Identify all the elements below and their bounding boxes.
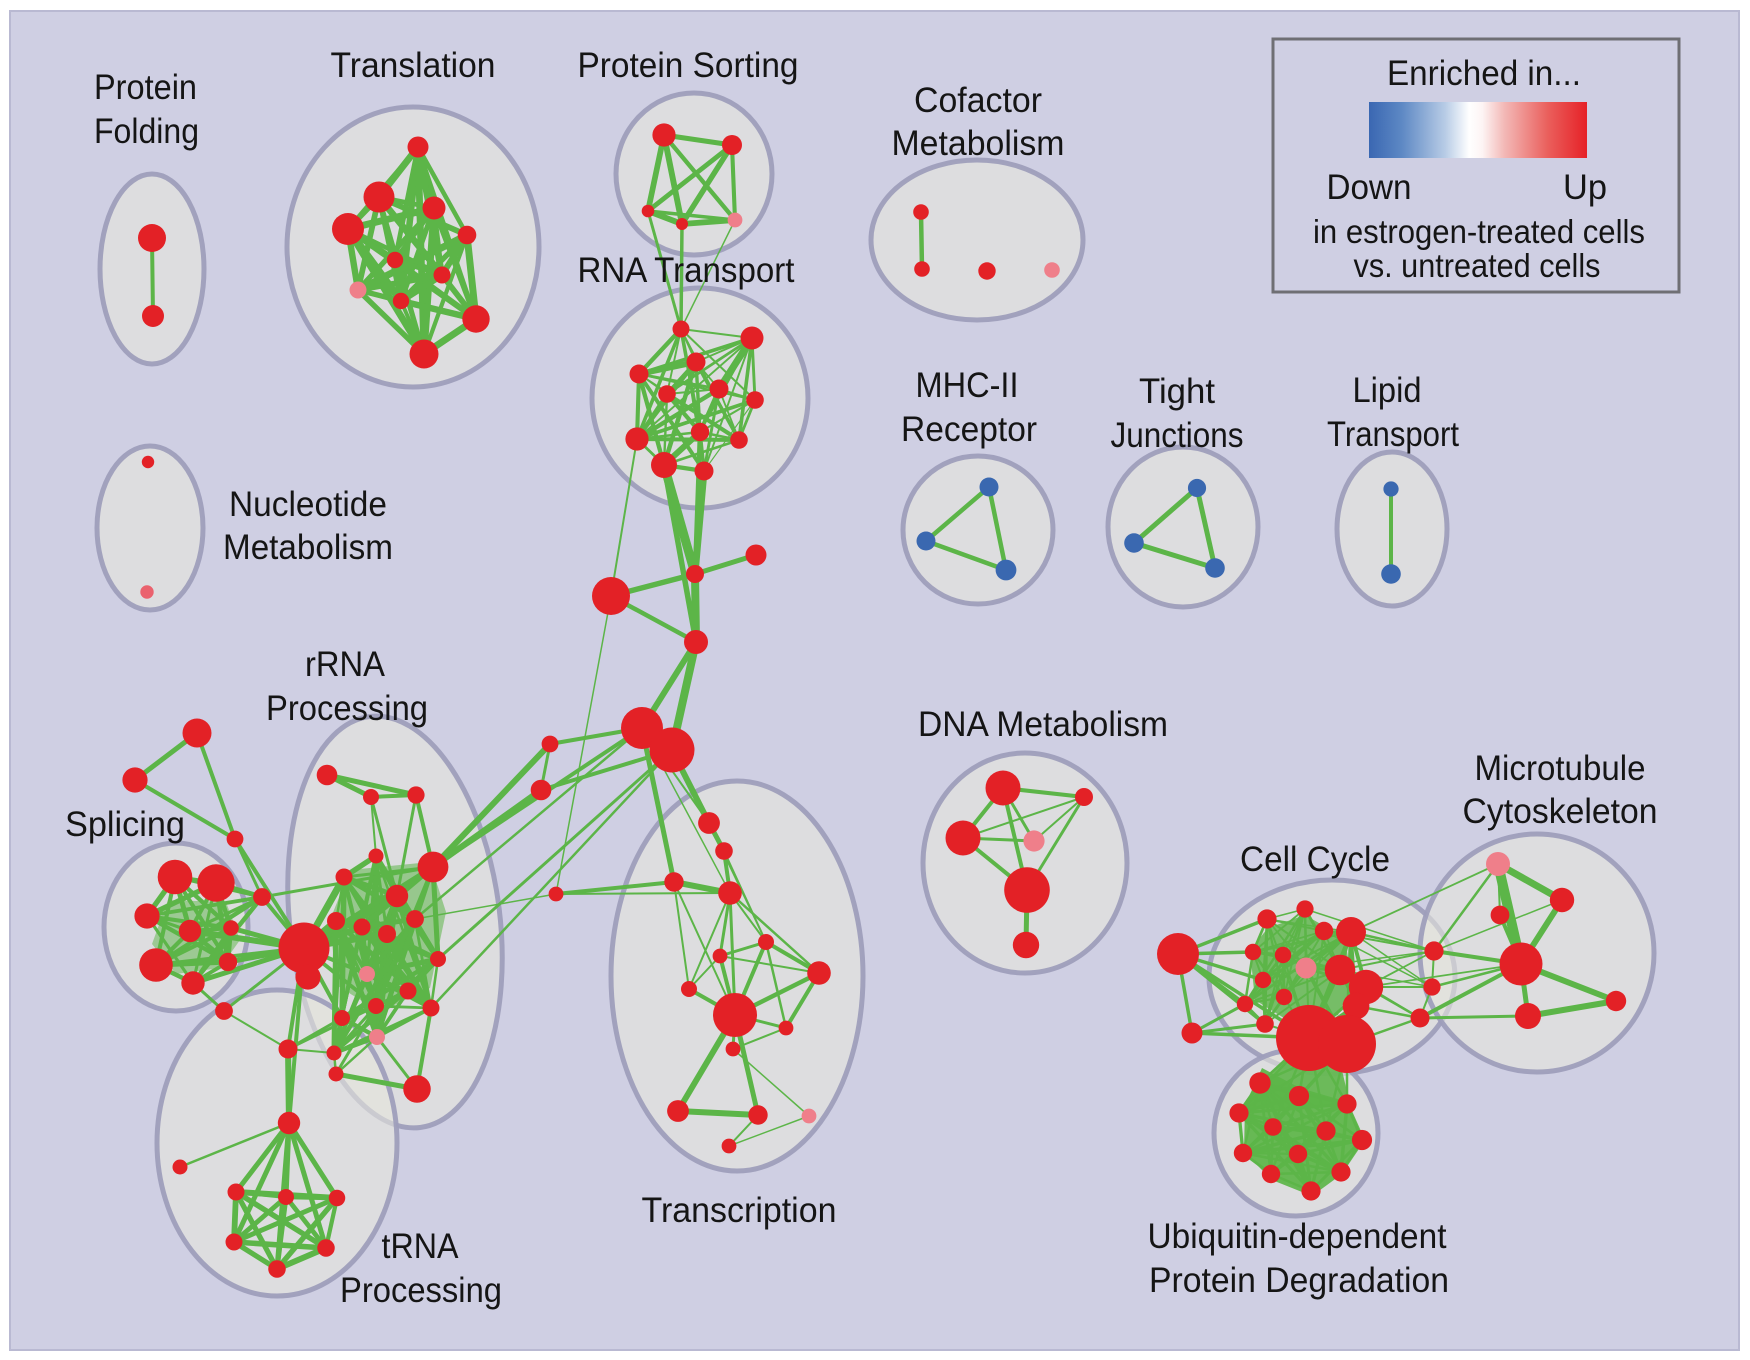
- svg-text:Down: Down: [1327, 167, 1412, 207]
- svg-text:in estrogen-treated cells: in estrogen-treated cells: [1313, 213, 1645, 250]
- svg-text:Cell Cycle: Cell Cycle: [1240, 839, 1390, 879]
- svg-text:Enriched in...: Enriched in...: [1387, 53, 1581, 93]
- svg-text:Lipid: Lipid: [1353, 370, 1422, 410]
- svg-text:Translation: Translation: [331, 45, 496, 85]
- svg-text:vs. untreated cells: vs. untreated cells: [1354, 247, 1601, 284]
- svg-text:Metabolism: Metabolism: [223, 527, 393, 567]
- svg-text:Junctions: Junctions: [1111, 415, 1244, 455]
- svg-text:rRNA: rRNA: [305, 644, 385, 684]
- svg-text:Up: Up: [1563, 167, 1607, 207]
- svg-text:Cytoskeleton: Cytoskeleton: [1463, 791, 1658, 831]
- svg-text:RNA Transport: RNA Transport: [578, 250, 795, 290]
- svg-text:Protein Degradation: Protein Degradation: [1149, 1260, 1449, 1300]
- svg-text:Receptor: Receptor: [901, 409, 1037, 449]
- svg-text:Protein Sorting: Protein Sorting: [578, 45, 799, 85]
- svg-text:DNA Metabolism: DNA Metabolism: [918, 704, 1168, 744]
- svg-text:Processing: Processing: [340, 1270, 502, 1310]
- svg-text:Cofactor: Cofactor: [914, 80, 1042, 120]
- svg-text:Transport: Transport: [1327, 414, 1459, 454]
- svg-text:tRNA: tRNA: [382, 1226, 459, 1266]
- svg-text:Transcription: Transcription: [642, 1190, 837, 1230]
- svg-text:MHC-II: MHC-II: [916, 365, 1019, 405]
- svg-text:Processing: Processing: [266, 688, 428, 728]
- svg-text:Tight: Tight: [1139, 371, 1215, 411]
- svg-text:Folding: Folding: [94, 111, 199, 151]
- svg-text:Ubiquitin-dependent: Ubiquitin-dependent: [1148, 1216, 1447, 1256]
- svg-text:Metabolism: Metabolism: [892, 123, 1065, 163]
- svg-text:Splicing: Splicing: [65, 804, 185, 844]
- svg-text:Microtubule: Microtubule: [1475, 748, 1646, 788]
- svg-text:Protein: Protein: [94, 67, 197, 107]
- svg-text:Nucleotide: Nucleotide: [229, 484, 387, 524]
